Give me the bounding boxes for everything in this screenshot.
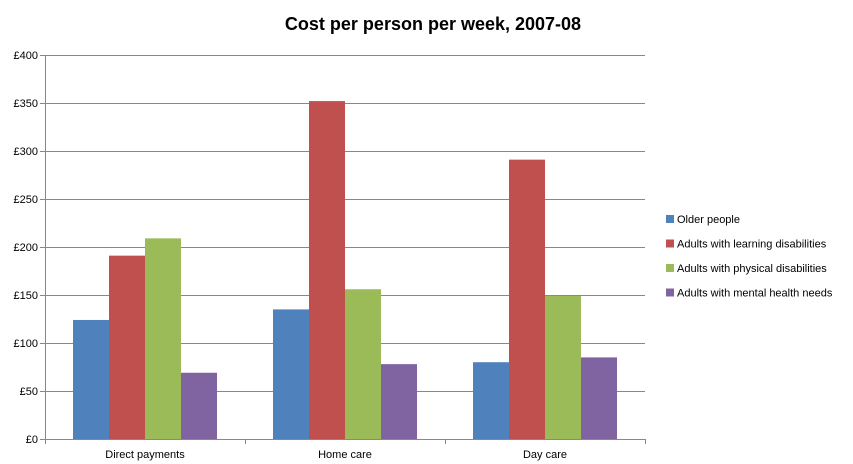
legend: Older people Adults with learning disabil… — [666, 214, 833, 300]
y-tick-label: £250 — [14, 194, 38, 206]
y-tick-label: £50 — [20, 386, 38, 398]
bar — [73, 319, 109, 439]
bars — [73, 101, 617, 439]
y-tick-label: £150 — [14, 290, 38, 302]
bar — [381, 364, 417, 439]
bar — [545, 295, 581, 439]
bar — [581, 357, 617, 439]
x-axis-labels: Direct payments Home care Day care — [105, 449, 567, 461]
legend-swatch — [666, 239, 674, 248]
bar — [509, 159, 545, 439]
legend-swatch — [666, 215, 674, 223]
x-tick-label: Home care — [318, 449, 372, 461]
legend-swatch — [666, 288, 674, 297]
x-tick-label: Direct payments — [105, 449, 185, 461]
y-tick-label: £350 — [14, 98, 38, 110]
y-tick-label: £400 — [14, 50, 38, 62]
x-tick-label: Day care — [523, 449, 567, 461]
y-tick-label: £300 — [14, 146, 38, 158]
bar — [309, 101, 345, 439]
bar — [145, 238, 181, 439]
legend-label: Adults with physical disabilities — [677, 263, 827, 275]
legend-swatch — [666, 264, 674, 272]
legend-label: Adults with learning disabilities — [677, 239, 827, 251]
y-tick-label: £100 — [14, 338, 38, 350]
bar — [109, 255, 145, 439]
bar — [345, 289, 381, 439]
axes — [45, 55, 646, 444]
bar — [273, 309, 309, 439]
bar — [181, 372, 217, 439]
bar — [473, 362, 509, 439]
y-axis-ticks: £0 £50 £100 £150 £200 £250 £300 £350 £400 — [14, 50, 45, 446]
legend-label: Older people — [677, 214, 740, 226]
legend-label: Adults with mental health needs — [677, 288, 833, 300]
y-tick-label: £200 — [14, 242, 38, 254]
chart-title: Cost per person per week, 2007-08 — [285, 14, 581, 34]
y-tick-label: £0 — [26, 434, 38, 446]
